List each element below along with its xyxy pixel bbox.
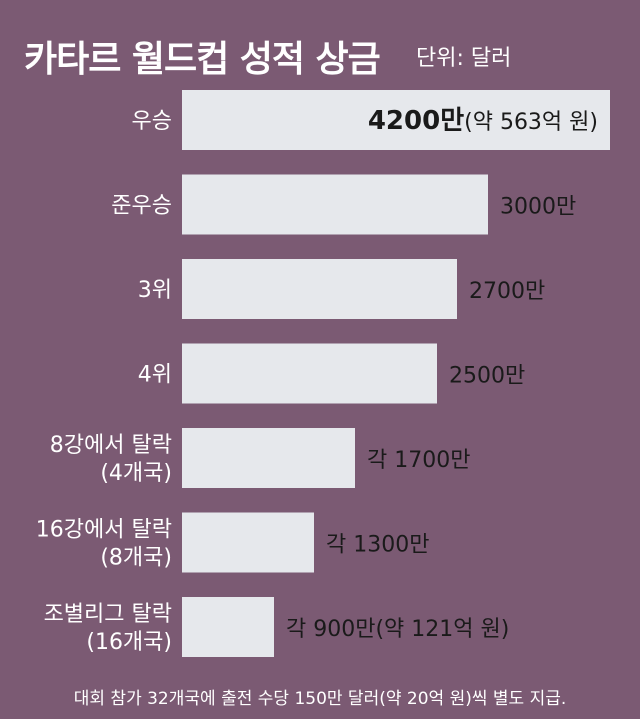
bar-3 xyxy=(182,343,437,404)
footnote: 대회 참가 32개국에 출전 수당 150만 달러(약 20억 원)씩 별도 지… xyxy=(73,689,567,709)
bar-6 xyxy=(182,597,274,657)
category-label: 8강에서 탈락 (4개국) xyxy=(50,433,172,486)
chart-title: 카타르 월드컵 성적 상금 xyxy=(24,39,381,80)
category-label: 준우승 xyxy=(111,194,172,219)
value-label: 4200만(약 563억 원) xyxy=(368,106,598,136)
bar-2 xyxy=(182,259,457,319)
category-label: 3위 xyxy=(138,278,172,303)
value-label: 2700만 xyxy=(469,279,545,304)
category-label: 조별리그 탈락 (16개국) xyxy=(44,602,172,655)
value-label: 3000만 xyxy=(500,195,576,220)
bar-5 xyxy=(182,512,314,573)
bar-chart: 우승 4200만(약 563억 원) 준우승 3000만 3위 2700만 4위 2500만 8… xyxy=(36,90,610,657)
unit-label: 단위: 달러 xyxy=(416,46,512,71)
value-label: 각 1300만 xyxy=(326,533,429,558)
value-label: 각 900만(약 121억 원) xyxy=(286,617,509,642)
category-label: 4위 xyxy=(138,363,172,388)
category-label: 우승 xyxy=(132,109,172,134)
bar-0 xyxy=(182,90,610,150)
value-label: 2500만 xyxy=(449,364,525,389)
bar-4 xyxy=(182,428,355,488)
value-label: 각 1700만 xyxy=(367,448,470,473)
bar-1 xyxy=(182,174,488,235)
category-label: 16강에서 탈락 (8개국) xyxy=(36,518,172,571)
